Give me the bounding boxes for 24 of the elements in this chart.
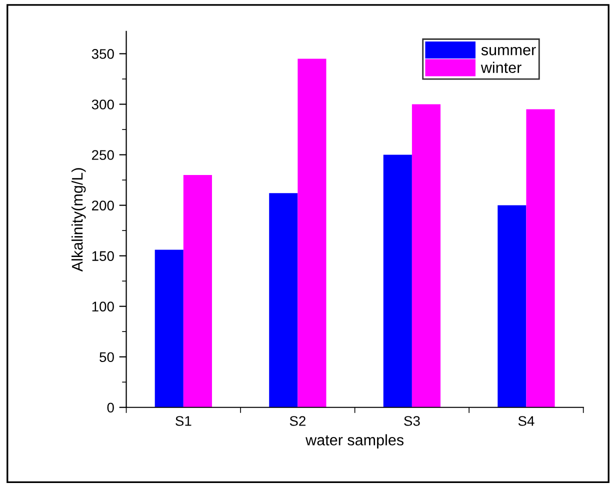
x-tick-label: S3 (404, 416, 420, 426)
y-tick-label: 100 (92, 302, 114, 312)
y-tick-label: 150 (92, 251, 114, 261)
legend-label: summer (481, 46, 536, 56)
y-tick-label: 0 (107, 402, 114, 413)
bar (498, 205, 526, 408)
x-tick-label: S4 (518, 416, 534, 426)
y-tick-label: 200 (92, 200, 114, 210)
bar (154, 250, 184, 408)
bar (183, 174, 212, 408)
bar (412, 104, 441, 408)
y-axis-title: Alkalinity(mg/L) (72, 168, 86, 272)
y-tick-label: 250 (92, 150, 114, 160)
legend-label: winter (480, 62, 522, 74)
x-axis-title: water samples (306, 434, 404, 448)
y-tick-label: 50 (100, 352, 114, 362)
bar (383, 154, 412, 408)
y-tick-label: 350 (92, 49, 114, 59)
bar (298, 58, 326, 408)
x-tick-label: S2 (290, 416, 306, 426)
bar (269, 193, 298, 408)
bar (526, 109, 555, 408)
x-tick-label: S1 (176, 416, 192, 426)
y-tick-label: 300 (92, 100, 114, 110)
